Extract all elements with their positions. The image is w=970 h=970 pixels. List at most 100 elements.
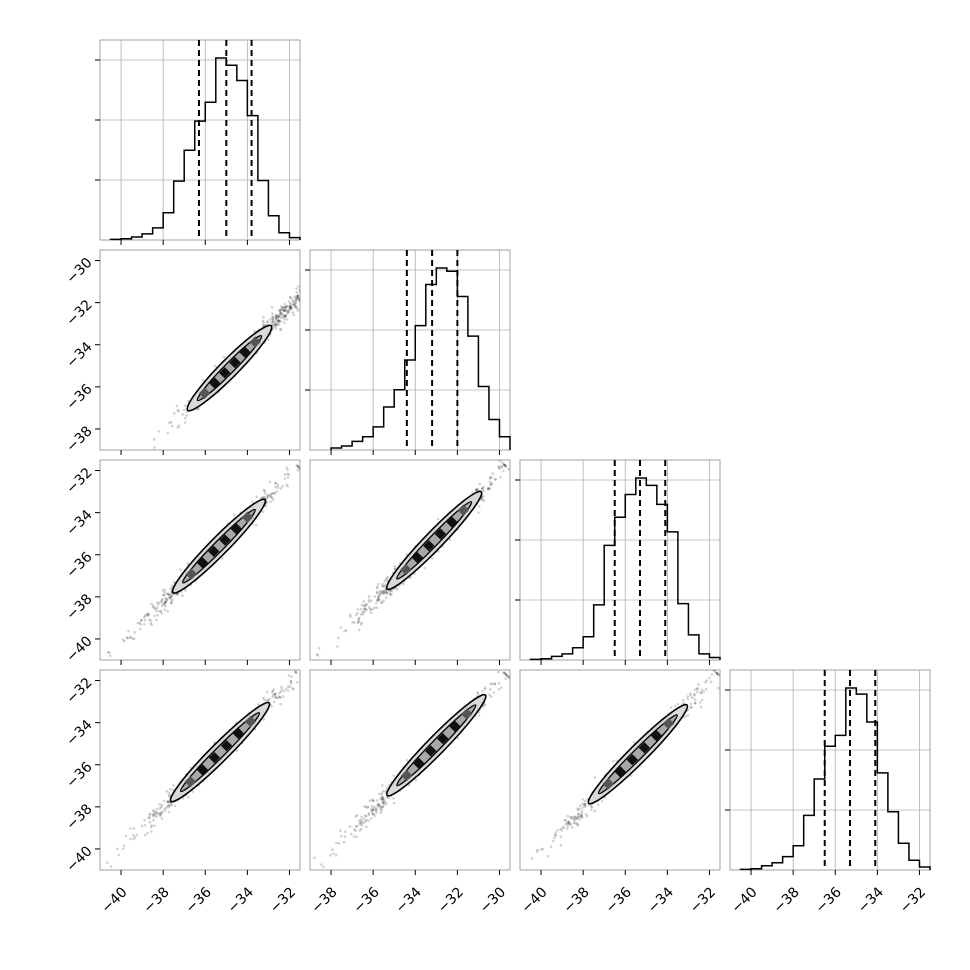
scatter-point [291,303,295,306]
scatter-point [167,810,171,814]
panel-content [106,670,299,868]
scatter-point [496,670,500,674]
scatter-point [376,802,380,806]
scatter-point [503,464,507,467]
scatter-point [143,618,147,622]
scatter-point [150,830,153,833]
scatter-point [266,320,270,323]
scatter-point [356,611,359,615]
scatter-point [166,799,170,803]
scatter-point [364,825,368,829]
scatter-point [148,814,152,817]
scatter-point [159,813,163,817]
scatter-point [381,798,385,802]
scatter-point [379,811,383,815]
scatter-point [283,305,287,309]
density-blob [219,367,231,379]
scatter-point [498,460,502,463]
scatter-point [331,848,334,851]
scatter-point [181,594,184,597]
scatter-point [393,567,396,571]
scatter-point [274,692,277,696]
scatter-point [590,805,594,809]
density-blob [413,757,425,769]
scatter-point [583,799,587,803]
scatter-point [274,485,277,489]
scatter-point [364,820,367,823]
scatter-point [283,473,287,476]
scatter-point [716,672,720,676]
scatter-point [163,809,167,812]
scatter-point [715,671,719,675]
y-tick-label: −40 [63,843,95,875]
scatter-point [375,809,378,812]
scatter-point [144,613,148,616]
scatter-point [362,817,366,820]
y-tick-label: −36 [63,549,95,581]
scatter-point [294,305,298,309]
scatter-point [167,593,171,597]
scatter-point [273,693,277,696]
scatter-point [300,289,303,292]
scatter-point [161,589,165,592]
scatter-point [380,793,383,796]
scatter-point [716,672,720,676]
density-blob [411,552,424,564]
density-blob [241,511,254,523]
pair-panel-1-2: −30 −32 −34 −36 −38 [63,249,309,455]
scatter-point [369,611,373,615]
scatter-point [299,295,300,298]
scatter-point [572,821,576,825]
scatter-point [362,610,366,614]
scatter-point [576,823,580,827]
scatter-point [349,615,352,619]
scatter-point [253,329,256,333]
scatter-point [233,513,236,517]
scatter-point [278,315,281,319]
scatter-point [693,698,697,702]
scatter-point [582,803,586,806]
scatter-point [476,691,479,694]
scatter-point [275,317,278,320]
scatter-point [254,523,258,527]
scatter-point [288,685,292,688]
scatter-point [148,820,152,824]
scatter-point [306,283,309,286]
scatter-point [383,592,386,595]
scatter-point [500,464,503,468]
scatter-point [708,676,711,680]
scatter-point [268,493,272,497]
scatter-point [151,604,155,607]
scatter-point [559,827,563,831]
scatter-point [500,465,503,469]
scatter-point [488,476,492,479]
scatter-point [273,322,277,326]
scatter-point [577,808,580,812]
scatter-point [277,318,281,322]
scatter-point [381,582,385,586]
scatter-point [567,820,571,824]
scatter-point [281,306,285,309]
scatter-point [289,679,293,683]
scatter-point [294,305,297,309]
scatter-point [381,795,384,799]
scatter-point [288,305,292,308]
scatter-point [149,621,153,625]
scatter-point [295,287,298,291]
scatter-point [162,593,165,597]
scatter-point [213,740,216,744]
scatter-point [131,833,135,837]
scatter-point [715,671,719,675]
scatter-point [481,690,484,693]
scatter-point [371,807,375,811]
scatter-point [374,601,378,605]
scatter-point [376,598,379,601]
scatter-point [172,580,176,584]
scatter-point [109,865,113,868]
scatter-point [383,800,387,803]
scatter-point [593,809,597,813]
density-blob [423,540,435,552]
scatter-point [274,322,277,325]
scatter-point [357,617,360,621]
scatter-point [359,623,363,626]
